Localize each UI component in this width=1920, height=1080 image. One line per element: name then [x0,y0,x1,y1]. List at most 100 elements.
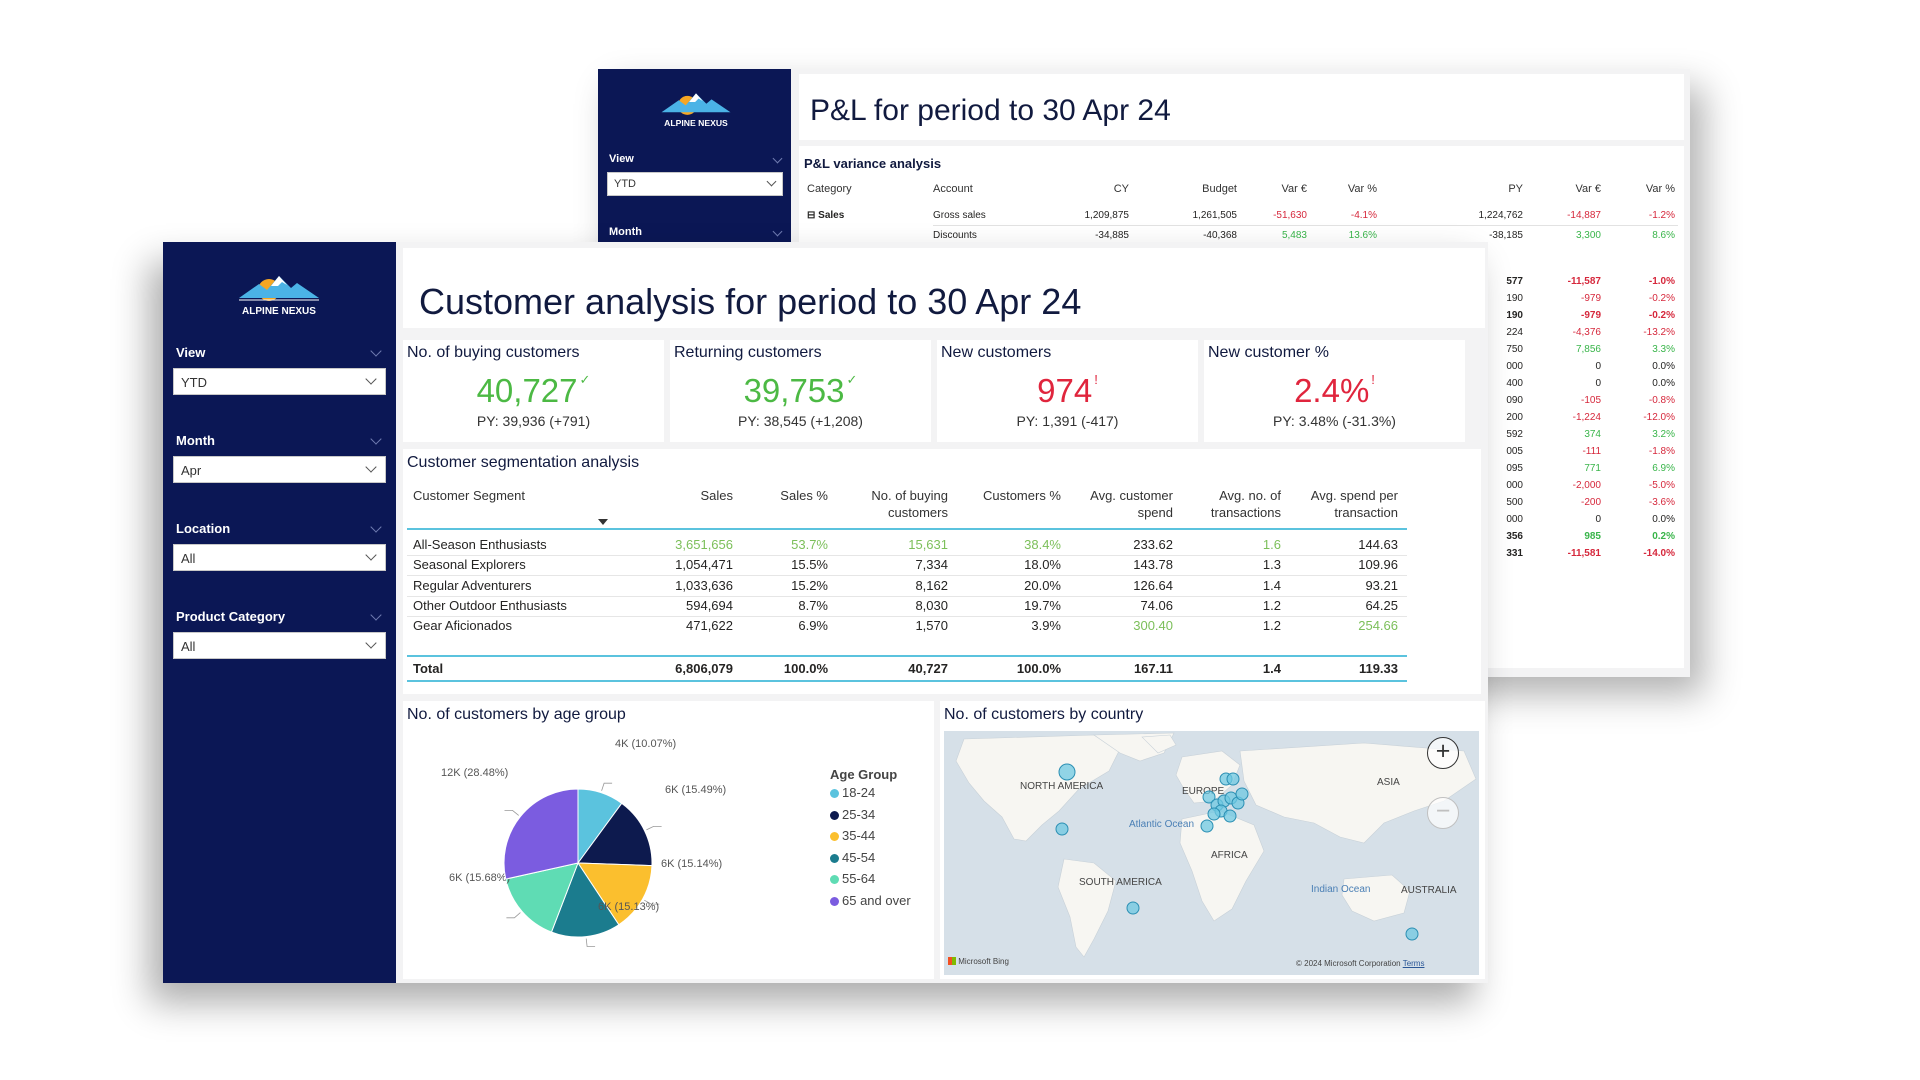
total-bottom-divider [407,680,1407,682]
column-header[interactable]: Avg. no. of transactions [1210,488,1281,520]
pnl-view-select[interactable]: YTD [607,172,783,196]
table-cell: 20.0% [1024,577,1061,593]
row-divider [933,225,1678,226]
column-header[interactable]: Sales [700,488,733,503]
terms-link[interactable]: Terms [1402,959,1425,968]
kpi-value: 974! [937,372,1198,410]
table-cell: 109.96 [1358,557,1398,573]
filter-label-view: View [176,345,206,360]
provider-label: Microsoft Bing [958,957,1009,966]
pnl-value: 000 [1506,361,1523,372]
column-header[interactable]: Sales % [780,488,828,503]
filter-select-product-category[interactable]: All [173,632,386,659]
kpi-label: New customers [941,344,1052,361]
pnl-col-header: Var € [1281,183,1307,195]
pnl-value: 1,209,875 [1084,210,1130,221]
chart-title: No. of customers by country [944,706,1144,723]
pie-slice-25-34[interactable] [577,802,653,867]
pnl-value: -4,376 [1572,327,1601,338]
pnl-account: Discounts [933,230,977,241]
filter-value: YTD [181,375,207,390]
pie-slice-65-and-over[interactable] [503,788,579,880]
pnl-col-header: Var € [1575,183,1601,195]
zoom-in-button[interactable]: + [1427,737,1459,769]
table-title: Customer segmentation analysis [407,454,640,471]
legend-dot-icon [830,853,839,863]
table-cell: 15,631 [908,537,948,552]
pnl-value: -4.1% [1350,210,1377,221]
country-map: No. of customers by country NORTH AMERIC… [940,701,1485,979]
column-header[interactable]: Avg. customer spend [1090,488,1173,520]
pnl-value: 1,224,762 [1478,210,1524,221]
total-cell: Total [413,661,444,676]
leader-line [646,826,662,831]
column-header[interactable]: No. of buying customers [871,488,948,520]
svg-text:ALPINE NEXUS: ALPINE NEXUS [664,118,728,128]
expand-icon[interactable]: ⊟ [807,210,816,221]
pnl-value: 331 [1506,548,1523,559]
filter-select-location[interactable]: All [173,544,386,571]
pnl-view-value: YTD [614,178,636,190]
chevron-down-icon[interactable] [370,609,382,621]
zoom-out-button[interactable]: − [1427,797,1459,829]
filter-select-month[interactable]: Apr [173,456,386,483]
pnl-category: Sales [818,210,845,221]
column-header[interactable]: Customers % [982,488,1061,503]
chevron-down-icon[interactable] [370,521,382,533]
chevron-down-icon[interactable] [772,226,783,237]
legend-item[interactable]: 45-54 [830,850,875,865]
pie-chart[interactable]: 4K (10.07%) 6K (15.49%) 6K (15.14%) 6K (15.… [403,701,934,979]
pnl-view-label: View [609,153,634,165]
column-header[interactable]: Customer Segment [413,488,525,503]
table-row[interactable]: ⊟ Sales [807,210,844,221]
table-cell: 126.64 [1133,577,1173,593]
legend-item[interactable]: 18-24 [830,785,875,800]
pie-slice-35-44[interactable] [577,862,653,926]
legend-item[interactable]: 55-64 [830,871,875,886]
map-bubble [1055,822,1069,836]
sort-desc-icon[interactable] [598,519,608,525]
legend-title: Age Group [830,767,898,782]
pnl-col-header: Budget [1202,183,1237,195]
table-cell: 19.7% [1024,597,1061,613]
map-canvas[interactable]: NORTH AMERICA EUROPE ASIA Atlantic Ocean… [944,731,1479,975]
pnl-value: 374 [1584,429,1601,440]
kpi-value: 39,753 ✓ [670,372,931,410]
filter-select-view[interactable]: YTD [173,368,386,395]
pnl-value: 6.9% [1652,463,1675,474]
data-label: 6K (15.14%) [661,858,722,870]
table-cell: 8,162 [915,577,948,593]
pnl-value: -11,581 [1567,548,1601,559]
brand-name: ALPINE NEXUS [242,306,316,317]
pnl-value: 095 [1506,463,1523,474]
pnl-value: 224 [1506,327,1523,338]
map-label: NORTH AMERICA [1020,781,1104,792]
column-header[interactable]: Avg. spend per transaction [1310,488,1398,520]
kpi-number: 40,727 [476,372,578,409]
total-cell: 40,727 [908,661,948,676]
pie-slice-45-54[interactable] [550,861,620,938]
kpi-prior-year: PY: 1,391 (-417) [1016,413,1119,429]
table-cell: 6.9% [798,618,828,634]
chevron-down-icon[interactable] [370,433,382,445]
chevron-down-icon[interactable] [772,153,783,164]
filter-label-month: Month [176,433,215,448]
table-cell: 1,054,471 [675,557,733,573]
pnl-title-bar: P&L for period to 30 Apr 24 [799,74,1684,140]
chevron-down-icon[interactable] [370,345,382,357]
pnl-value: -13.2% [1643,327,1675,338]
pnl-value: 0 [1595,514,1601,525]
pie-slice-55-64[interactable] [505,862,579,933]
table-cell: 233.62 [1133,537,1173,552]
legend-item[interactable]: 35-44 [830,828,875,843]
legend-item[interactable]: 65 and over [830,893,911,908]
pnl-value: -1.0% [1648,276,1675,287]
world-map-landmass [955,732,1477,958]
kpi-prior-year: PY: 39,936 (+791) [476,413,591,429]
data-label: 6K (15.13%) [598,901,659,913]
pnl-month-label: Month [609,226,642,238]
pnl-value: -2,000 [1572,480,1601,491]
legend-item[interactable]: 25-34 [830,807,875,822]
alert-icon: ! [1371,372,1375,387]
row-divider [407,555,1407,556]
